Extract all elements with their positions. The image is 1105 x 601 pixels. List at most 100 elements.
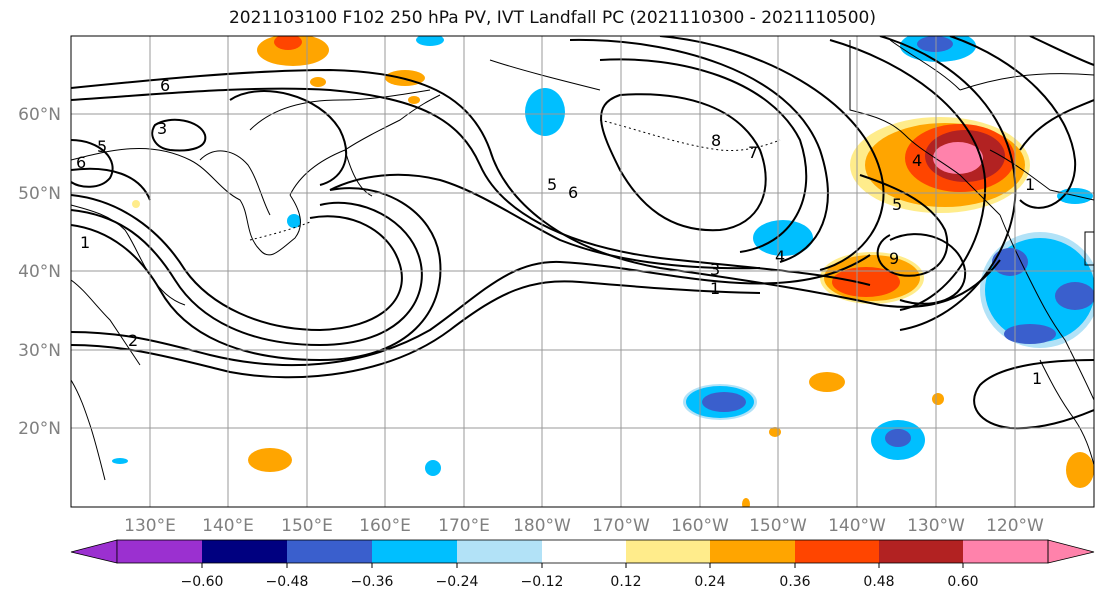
colorbar-segment: [202, 540, 287, 563]
contour-label: 8: [711, 131, 721, 150]
colorbar-tick-label: −0.48: [266, 574, 309, 590]
contour-label: 7: [748, 143, 758, 162]
negative-anomaly-patch: [885, 429, 911, 447]
lat-label: 60°N: [18, 105, 61, 125]
contour-line: [71, 187, 442, 362]
lon-label: 160°E: [359, 516, 411, 536]
longitude-labels: 130°E 140°E 150°E 160°E 170°E 180°W 170°…: [124, 516, 1044, 536]
negative-anomaly-patch: [112, 458, 128, 464]
lon-label: 160°W: [671, 516, 729, 536]
contour-label: 5: [547, 175, 557, 194]
positive-anomaly-patch: [742, 498, 750, 507]
contour-label: 1: [710, 279, 720, 298]
contour-label: 9: [889, 249, 899, 268]
colorbar-tick-label: −0.36: [351, 574, 394, 590]
lon-label: 170°W: [592, 516, 650, 536]
figure-title: 2021103100 F102 250 hPa PV, IVT Landfall…: [228, 8, 876, 28]
lon-label: 180°W: [513, 516, 571, 536]
positive-anomaly-patch: [932, 393, 944, 405]
latitude-labels: 60°N 50°N 40°N 30°N 20°N: [18, 105, 61, 439]
colorbar: −0.60 −0.48 −0.36 −0.24 −0.12 0.12 0.24 …: [70, 539, 1095, 590]
contour-line: [71, 254, 871, 367]
colorbar-left-arrow: [70, 539, 118, 564]
lon-label: 130°E: [124, 516, 176, 536]
colorbar-segment: [117, 540, 202, 563]
lon-label: 140°E: [202, 516, 254, 536]
lon-label: 140°W: [828, 516, 886, 536]
colorbar-frame: [116, 539, 1049, 564]
colorbar-segment: [710, 540, 795, 563]
contour-label: 1: [1032, 369, 1042, 388]
colorbar-tick-label: 0.48: [863, 574, 894, 590]
contour-label: 4: [775, 247, 785, 266]
colorbar-segment: [457, 540, 542, 563]
colorbar-segment: [879, 540, 963, 563]
colorbar-segment: [795, 540, 879, 563]
colorbar-tick-label: 0.24: [694, 574, 725, 590]
contour-line: [949, 36, 1077, 209]
contour-line: [329, 173, 761, 270]
contour-line: [229, 90, 347, 186]
colorbar-segment: [542, 540, 626, 563]
contour-label: 5: [892, 195, 902, 214]
positive-anomaly-patch: [248, 448, 292, 472]
contour-line: [600, 93, 767, 232]
contour-label: 3: [710, 260, 720, 279]
colorbar-tick-label: 0.36: [779, 574, 810, 590]
contour-label: 3: [157, 119, 167, 138]
lon-label: 120°W: [986, 516, 1044, 536]
negative-anomaly-patch: [416, 36, 444, 46]
contour-label: 4: [912, 151, 922, 170]
contour-line: [1029, 36, 1094, 66]
negative-anomaly-patch: [702, 392, 746, 412]
colorbar-right-arrow: [1047, 539, 1095, 564]
contour-label: 2: [128, 331, 138, 350]
positive-anomaly-patch: [132, 200, 140, 208]
colorbar-segment: [626, 540, 710, 563]
contour-line: [659, 36, 885, 271]
contour-line: [889, 233, 967, 305]
negative-anomaly-patch: [1055, 282, 1094, 310]
negative-anomaly-patch: [525, 88, 565, 136]
coastlines: [71, 39, 1094, 481]
colorbar-segment: [372, 540, 457, 563]
lat-label: 40°N: [18, 262, 61, 282]
negative-anomaly-patch: [917, 36, 953, 52]
map-frame: [70, 35, 1095, 508]
positive-anomaly-patch: [933, 142, 983, 174]
colorbar-tick-label: 0.12: [610, 574, 641, 590]
contour-line: [829, 39, 987, 311]
contour-line: [71, 280, 761, 379]
lon-label: 130°W: [907, 516, 965, 536]
contour-line: [973, 359, 1094, 430]
lon-label: 150°E: [281, 516, 333, 536]
lat-label: 50°N: [18, 184, 61, 204]
lon-label: 150°W: [749, 516, 807, 536]
colorbar-segment: [963, 540, 1048, 563]
colorbar-segment: [287, 540, 372, 563]
contour-line: [599, 58, 808, 253]
contour-line: [71, 87, 871, 286]
negative-anomaly-patch: [992, 248, 1028, 276]
negative-anomaly-patch: [1004, 324, 1056, 344]
negative-anomaly-patch: [753, 220, 813, 256]
negative-anomaly-patch: [287, 214, 301, 228]
lat-label: 20°N: [18, 419, 61, 439]
colorbar-ticks: [201, 563, 964, 568]
positive-anomaly-patch: [408, 96, 420, 104]
contour-label: 6: [160, 76, 170, 95]
graticule: [71, 36, 1094, 507]
positive-anomaly-patch: [1066, 452, 1094, 488]
contour-line: [1019, 99, 1094, 151]
contour-label: 1: [1025, 175, 1035, 194]
positive-anomaly-patch: [310, 77, 326, 87]
positive-anomaly-patch: [832, 267, 900, 297]
colorbar-tick-label: −0.60: [181, 574, 224, 590]
lat-label: 30°N: [18, 341, 61, 361]
contour-line: [151, 118, 207, 152]
contour-label: 1: [80, 233, 90, 252]
positive-anomaly-patch: [809, 372, 845, 392]
contour-line: [71, 139, 114, 188]
colorbar-tick-label: −0.12: [521, 574, 564, 590]
